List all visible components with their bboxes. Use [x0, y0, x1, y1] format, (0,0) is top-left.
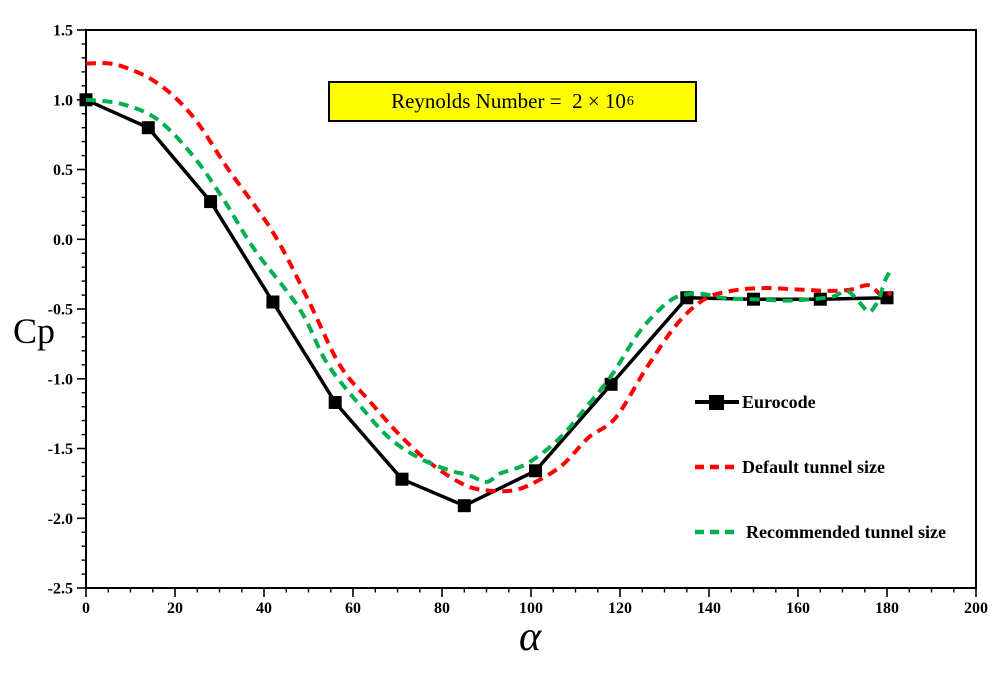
y-tick-label: -1.5 [48, 441, 73, 458]
legend-label-default-tunnel: Default tunnel size [742, 456, 885, 477]
reynolds-annotation: Reynolds Number = 2 × 10 6 [328, 81, 697, 122]
x-tick-label: 60 [345, 600, 361, 617]
series-path-2 [85, 97, 891, 484]
legend-item-recommended-tunnel: Recommended tunnel size [694, 521, 946, 542]
y-tick-label: -2.5 [48, 581, 73, 598]
x-axis-label: α [518, 614, 542, 660]
y-axis-label: Cp [12, 311, 55, 351]
data-point-marker [457, 499, 471, 513]
x-tick-label: 200 [964, 600, 988, 617]
data-point-marker [604, 377, 618, 391]
eurocode-swatch-marker [709, 395, 724, 410]
data-point-marker [395, 472, 409, 486]
y-tick-label: -0.5 [48, 302, 73, 319]
x-tick-label: 80 [434, 600, 450, 617]
data-point-marker [204, 195, 218, 209]
y-tick-label: 1.0 [53, 92, 73, 109]
x-tick-label: 0 [82, 600, 90, 617]
x-tick-label: 180 [875, 600, 899, 617]
x-tick-label: 100 [519, 600, 543, 617]
y-tick-label: -2.0 [48, 511, 73, 528]
y-tick-label: 0.5 [53, 162, 73, 179]
x-tick-label: 40 [256, 600, 272, 617]
annotation-text: Reynolds Number = 2 × 10 [391, 89, 626, 113]
x-tick-label: 140 [697, 600, 721, 617]
x-tick-label: 120 [608, 600, 632, 617]
legend-item-eurocode: Eurocode [694, 391, 946, 412]
series-path-1 [85, 61, 893, 494]
x-tick-label: 160 [786, 600, 810, 617]
legend-label-recommended-tunnel: Recommended tunnel size [746, 521, 946, 542]
data-point-marker [141, 121, 155, 135]
legend-label-eurocode: Eurocode [742, 391, 816, 412]
legend: Eurocode Default tunnel size Recommended… [694, 391, 946, 542]
x-tick-label: 20 [167, 600, 183, 617]
data-point-marker [529, 464, 542, 478]
eurocode-line-swatch [695, 395, 739, 410]
recommended-tunnel-line-swatch [695, 529, 739, 535]
data-point-marker [266, 295, 280, 309]
y-tick-label: -1.0 [48, 371, 73, 388]
y-tick-label: 1.5 [53, 23, 73, 40]
data-point-marker [328, 396, 342, 409]
default-tunnel-line-swatch [695, 464, 739, 470]
y-tick-label: 0.0 [53, 232, 73, 249]
legend-item-default-tunnel: Default tunnel size [694, 456, 946, 477]
